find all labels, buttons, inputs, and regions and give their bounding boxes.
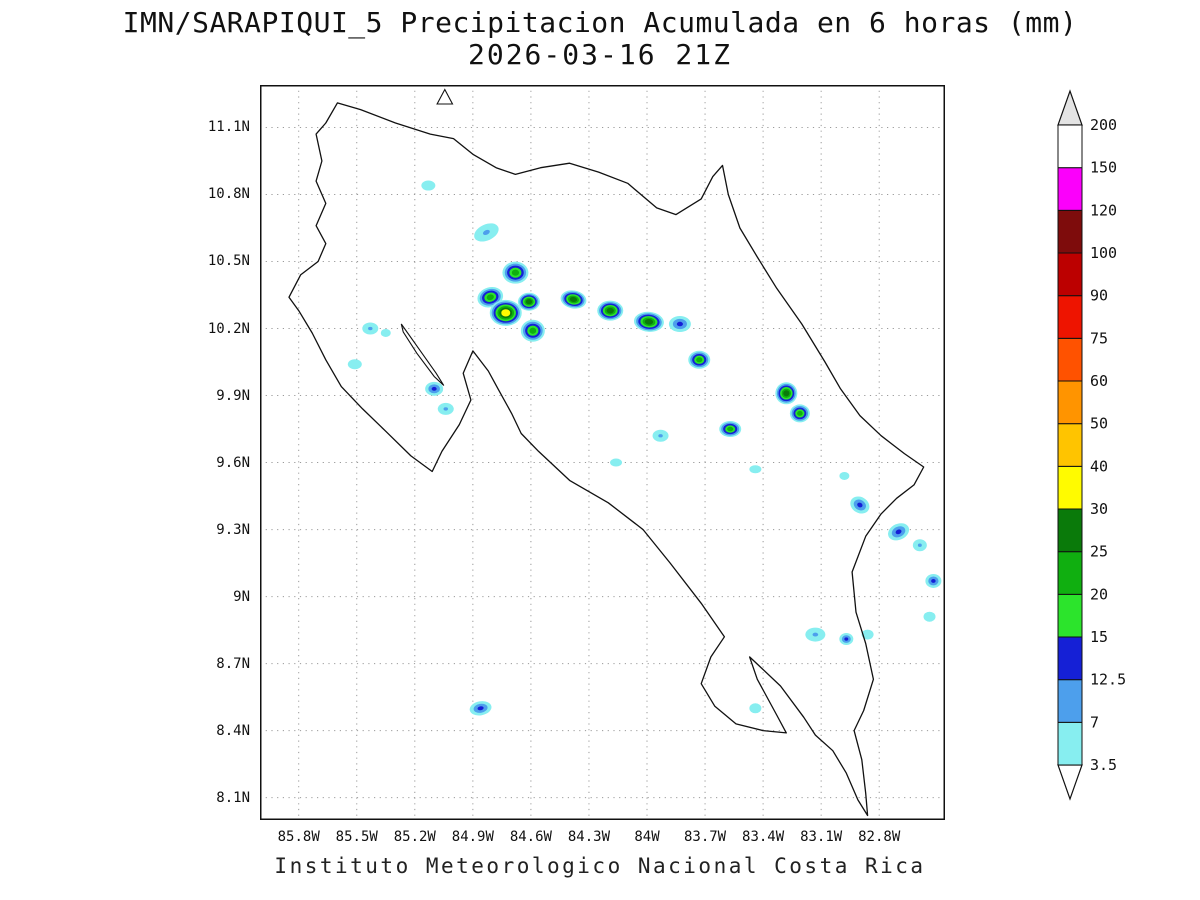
colorbar-segment [1057,636,1083,681]
colorbar-level-label: 30 [1090,500,1108,518]
colorbar-segment [1057,337,1083,382]
colorbar-level-label: 120 [1090,201,1117,219]
colorbar-segment [1057,721,1083,766]
plot-frame [260,85,945,820]
colorbar-segment [1057,252,1083,297]
colorbar-level-label: 12.5 [1090,671,1126,689]
lon-tick-label: 84.9W [451,829,494,845]
lon-tick-label: 85.2W [393,829,436,845]
colorbar-segment [1057,380,1083,425]
colorbar-level-label: 90 [1090,287,1108,305]
lon-tick-label: 84.3W [567,829,611,845]
lat-tick-label: 8.7N [216,655,250,672]
lon-tick-label: 85.8W [277,829,320,845]
map-plot-area [260,85,945,820]
lon-tick-label: 83.7W [683,829,727,845]
colorbar-segment [1057,209,1083,254]
colorbar-level-label: 20 [1090,585,1108,603]
chart-title: IMN/SARAPIQUI_5 Precipitacion Acumulada … [122,6,1078,39]
precipitation-cells [347,180,942,716]
lat-tick-label: 9.9N [216,387,250,404]
lon-tick-label: 84W [634,829,660,845]
lat-tick-label: 9.6N [216,454,250,471]
colorbar-level-label: 15 [1090,628,1108,646]
colorbar-segment [1057,295,1083,339]
lon-tick-label: 84.6W [509,829,552,845]
colorbar-level-label: 3.5 [1090,756,1117,774]
colorbar-segment [1057,124,1083,169]
gulf-of-nicoya-estuary [400,323,445,386]
colorbar-segment [1057,465,1083,510]
colorbar-arrow-above-max [1057,89,1083,126]
chart-subtitle-datetime: 2026-03-16 21Z [467,38,732,71]
lon-tick-label: 83.4W [742,829,785,845]
colorbar-level-label: 50 [1090,415,1108,433]
colorbar-level-label: 25 [1090,543,1108,561]
footer-caption: Instituto Meteorologico Nacional Costa R… [274,854,926,878]
colorbar-level-label: 7 [1090,713,1099,731]
colorbar-arrow-below-min [1057,764,1083,801]
grid-lines [260,85,945,820]
colorbar-level-label: 60 [1090,372,1108,390]
lat-tick-label: 9.3N [216,521,250,538]
lake-island [436,88,454,105]
colorbar-segment [1057,679,1083,723]
colorbar-segment [1057,593,1083,638]
colorbar-level-label: 75 [1090,329,1108,347]
colorbar-segment [1057,551,1083,595]
lon-tick-label: 82.8W [858,829,901,845]
map-canvas [260,85,945,820]
colorbar-segment [1057,167,1083,211]
colorbar-segment [1057,423,1083,467]
lat-tick-label: 8.1N [216,789,250,806]
colorbar-level-label: 200 [1090,116,1117,134]
colorbar-level-label: 40 [1090,457,1108,475]
lon-tick-label: 85.5W [335,829,378,845]
colorbar-legend: 3.5 7 12.5 15 20 25 30 40 50 60 75 90 100 120 150 200 [1057,89,1126,801]
lat-tick-label: 10.5N [207,253,250,270]
lon-tick-label: 83.1W [800,829,843,845]
lat-tick-label: 10.2N [207,320,250,337]
lat-tick-label: 9N [233,588,250,605]
lat-tick-label: 8.4N [216,722,250,739]
colorbar-level-label: 100 [1090,244,1117,262]
lat-tick-label: 11.1N [207,119,250,136]
colorbar-level-label: 150 [1090,159,1117,177]
coastline-costa-rica [288,88,925,817]
lat-tick-label: 10.8N [207,186,250,203]
colorbar-segment [1057,508,1083,553]
